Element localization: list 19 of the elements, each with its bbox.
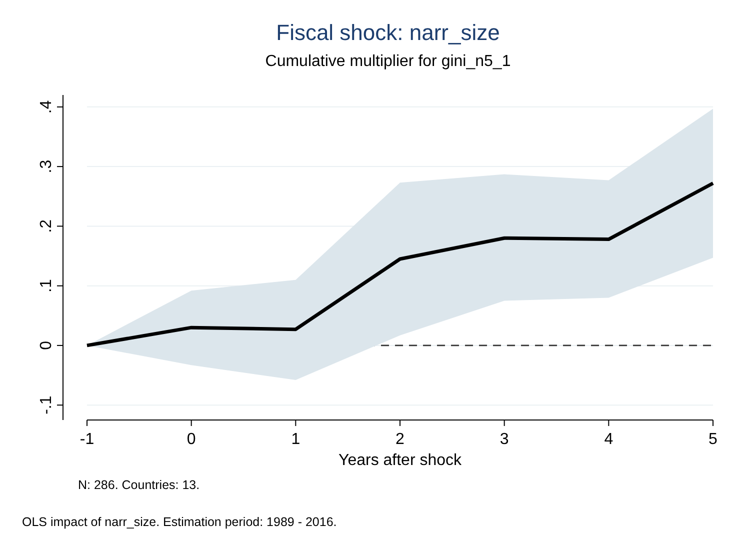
x-tick-label: 5 <box>708 431 718 448</box>
y-tick-label: .2 <box>38 219 55 233</box>
x-tick-label: 3 <box>500 431 509 448</box>
y-tick-label: .1 <box>38 279 55 292</box>
x-tick-label: 0 <box>186 431 196 448</box>
y-tick-label: 0 <box>38 340 55 350</box>
y-tick-label: -.1 <box>38 396 55 414</box>
x-axis-title: Years after shock <box>338 452 463 469</box>
line-series <box>85 182 715 348</box>
chart-subtitle: Cumulative multiplier for gini_n5_1 <box>265 53 511 70</box>
y-tick-label: .4 <box>38 100 55 114</box>
x-tick-label: 4 <box>604 431 614 448</box>
x-tick-label: 2 <box>396 431 405 448</box>
chart-title: Fiscal shock: narr_size <box>276 20 500 45</box>
x-tick-label: -1 <box>80 431 94 448</box>
y-tick-label: .3 <box>38 160 55 174</box>
text: N: 286. Countries: 13. <box>78 478 200 492</box>
x-tick-label: 1 <box>291 431 300 448</box>
text: OLS impact of narr_size. Estimation period: 1989 - 2016. <box>22 515 337 529</box>
